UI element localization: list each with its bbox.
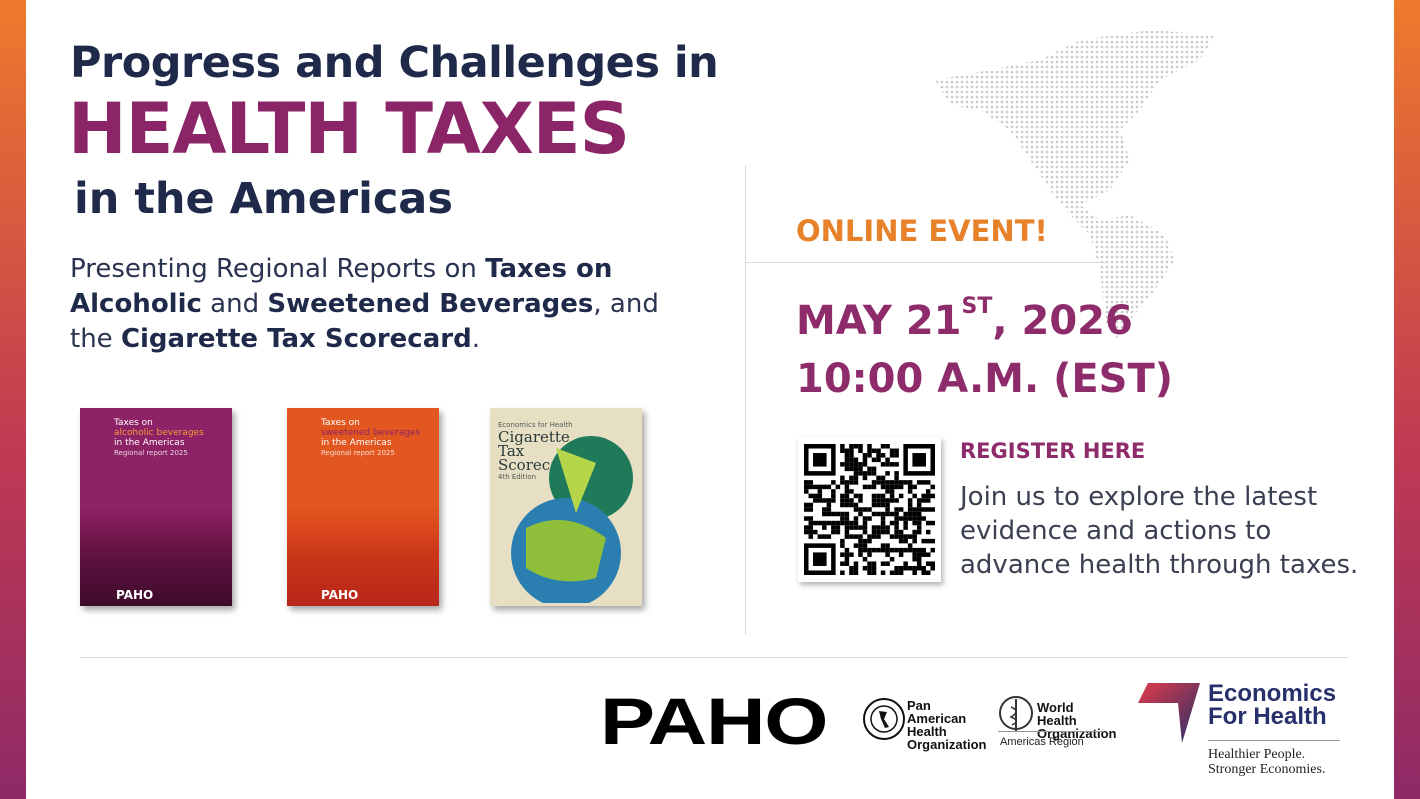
- who-emblem-icon: [999, 696, 1033, 731]
- register-qr-code[interactable]: [798, 437, 941, 582]
- who-divider: [998, 731, 1104, 732]
- paho-emblem-icon: [863, 698, 905, 740]
- title-health-taxes: HEALTH TAXES: [68, 88, 630, 170]
- left-border: [0, 0, 26, 799]
- paho-logo: PAHO: [600, 684, 828, 758]
- book-alcoholic-beverages[interactable]: Taxes on alcoholic beverages in the Americ…: [80, 408, 232, 606]
- right-border: [1394, 0, 1420, 799]
- event-divider: [745, 262, 1105, 263]
- title-line-3: in the Americas: [74, 174, 453, 224]
- paho-name: Pan American Health Organization: [907, 698, 987, 752]
- economics-for-health-name: Economics For Health: [1208, 680, 1337, 730]
- economics-for-health-logo-mark: [1138, 683, 1200, 743]
- economics-for-health-tagline: Healthier People. Stronger Economies.: [1208, 740, 1340, 777]
- book-sweetened-beverages[interactable]: Taxes on sweetened beverages in the Americ…: [287, 408, 439, 606]
- event-description: Join us to explore the latest evidence a…: [960, 482, 1359, 580]
- intro-text: Presenting Regional Reports on Taxes on …: [70, 254, 659, 354]
- book-cigarette-tax-scorecard[interactable]: Economics for Health Cigarette Tax Score…: [490, 408, 642, 606]
- who-name: World Health Organization: [1037, 700, 1117, 741]
- vertical-divider: [745, 165, 746, 635]
- americas-dot-map: [935, 30, 1215, 340]
- title-line-1: Progress and Challenges in: [70, 38, 719, 88]
- who-region: Americas Region: [1000, 736, 1084, 748]
- footer-divider: [80, 657, 1348, 658]
- register-here-link[interactable]: REGISTER HERE: [960, 439, 1146, 463]
- event-datetime: MAY 21ST, 2026 10:00 A.M. (EST): [796, 294, 1174, 402]
- online-event-label: ONLINE EVENT!: [796, 214, 1048, 248]
